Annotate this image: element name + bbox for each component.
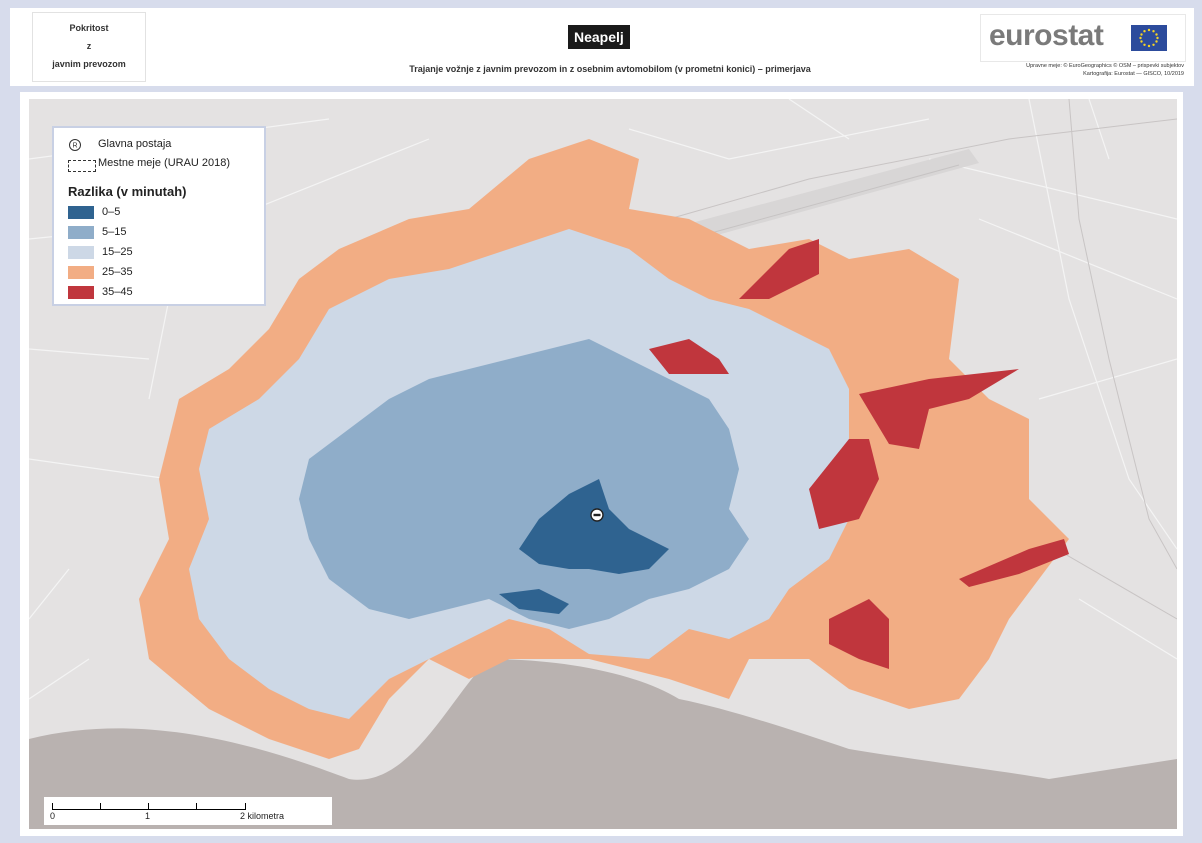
- scale-label-1: 1: [145, 811, 151, 821]
- legend-class-0: 0–5: [102, 206, 121, 218]
- credits-line-2: Kartografija: Eurostat — GISCO, 10/2019: [1083, 71, 1184, 77]
- zone-35-45-f: [959, 539, 1069, 587]
- legend-station-label: Glavna postaja: [98, 138, 172, 150]
- topic-line-1: Pokritost: [69, 23, 109, 33]
- legend-heading: Razlika (v minutah): [68, 184, 187, 199]
- topic-line-2: z: [86, 41, 92, 51]
- legend-boundary-label: Mestne meje (URAU 2018): [98, 157, 231, 169]
- station-icon: R: [69, 139, 81, 151]
- eurostat-logo: eurostat: [980, 14, 1186, 62]
- legend-panel: R Glavna postaja Mestne meje (URAU 2018)…: [52, 126, 266, 306]
- legend-swatch-2: [68, 246, 94, 259]
- zone-35-45-d: [809, 439, 879, 529]
- legend-swatch-4: [68, 286, 94, 299]
- zone-35-45-e: [829, 599, 889, 669]
- scale-bar: 0 1 2 kilometra: [44, 797, 332, 825]
- scale-tick: [148, 803, 149, 809]
- map-subtitle: Trajanje vožnje z javnim prevozom in z o…: [409, 64, 811, 74]
- map-title: Neapelj: [568, 25, 630, 49]
- zone-35-45-a: [649, 339, 729, 374]
- legend-class-1: 5–15: [102, 226, 127, 238]
- scale-tick: [100, 803, 101, 809]
- svg-text:R: R: [72, 143, 77, 150]
- scale-label-2: 2 kilometra: [240, 811, 285, 821]
- topic-line-3: javnim prevozom: [52, 59, 126, 69]
- zone-35-45-c: [859, 369, 1019, 449]
- boundary-icon: [68, 160, 96, 172]
- zone-0-5-south: [499, 589, 569, 614]
- legend-class-4: 35–45: [102, 286, 133, 298]
- airport-runway: [669, 149, 979, 245]
- scale-tick: [196, 803, 197, 809]
- legend-class-3: 25–35: [102, 266, 133, 278]
- legend-swatch-3: [68, 266, 94, 279]
- sea: [29, 659, 1177, 829]
- scale-label-0: 0: [50, 811, 56, 821]
- credits-line-1: Upravne meje: © EuroGeographics © OSM – …: [1026, 63, 1184, 69]
- main-station-marker[interactable]: [590, 508, 604, 522]
- zone-0-5: [519, 479, 669, 574]
- legend-class-2: 15–25: [102, 246, 133, 258]
- logo-text: eurostat: [989, 19, 1104, 52]
- legend-swatch-1: [68, 226, 94, 239]
- zone-35-45-b: [739, 239, 819, 299]
- eu-flag-icon: [1131, 25, 1167, 51]
- credits: Upravne meje: © EuroGeographics © OSM – …: [1026, 62, 1184, 78]
- legend-swatch-0: [68, 206, 94, 219]
- topic-box: Pokritost z javnim prevozom: [32, 12, 146, 82]
- scale-ticks: [52, 803, 246, 810]
